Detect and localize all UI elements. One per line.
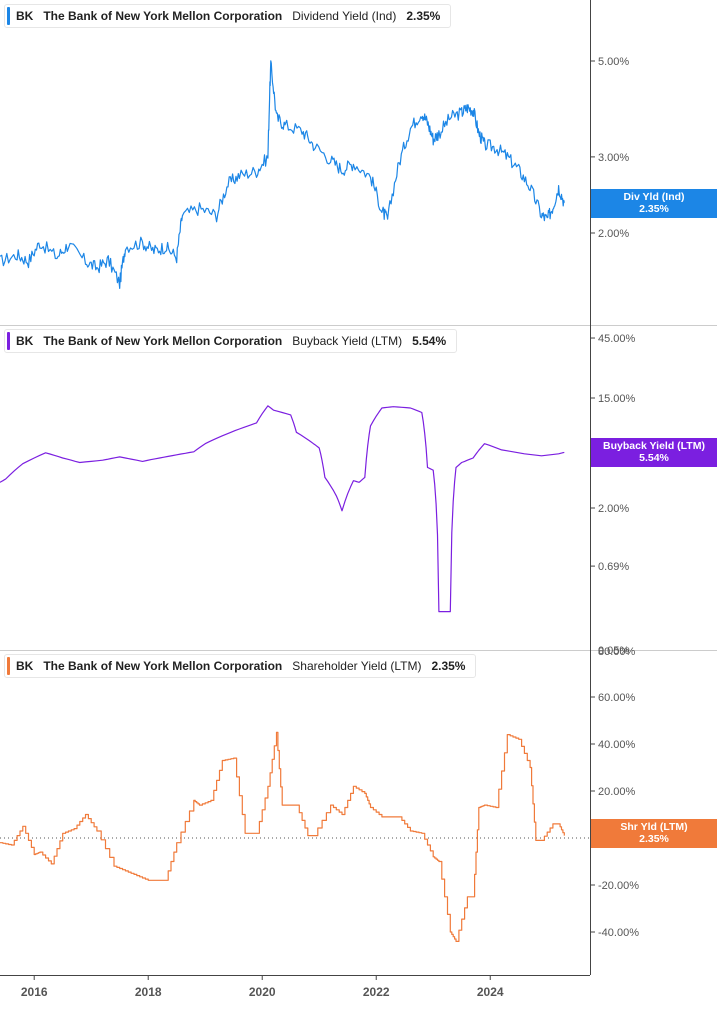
legend-ticker: BK	[16, 9, 34, 23]
legend-company: The Bank of New York Mellon Corporation	[43, 659, 283, 673]
y-tick-label: 60.00%	[598, 692, 636, 704]
x-tick-label: 2022	[363, 985, 390, 999]
y-tick-label: 20.00%	[598, 786, 636, 798]
value-tag-dividend: Div Yld (Ind) 2.35%	[591, 189, 717, 218]
x-tick-label: 2020	[249, 985, 276, 999]
tag-label: Shr Yld (LTM)	[620, 821, 688, 833]
y-tick-label: 80.00%	[598, 646, 636, 658]
legend-metric: Buyback Yield (LTM)	[292, 334, 403, 348]
y-tick-label: 40.00%	[598, 739, 636, 751]
value-tag-shareholder: Shr Yld (LTM) 2.35%	[591, 819, 717, 848]
series-line-buyback	[0, 405, 565, 613]
y-tick-label: -40.00%	[598, 927, 639, 939]
legend-company: The Bank of New York Mellon Corporation	[43, 9, 283, 23]
tag-value: 2.35%	[639, 203, 669, 215]
value-tag-buyback: Buyback Yield (LTM) 5.54%	[591, 438, 717, 467]
legend-buyback: BK The Bank of New York Mellon Corporati…	[4, 329, 458, 353]
legend-swatch-dividend	[7, 7, 10, 25]
legend-swatch-buyback	[7, 332, 10, 350]
y-tick-label: 2.00%	[598, 228, 629, 240]
legend-ticker: BK	[16, 659, 34, 673]
y-tick-label: 15.00%	[598, 393, 636, 405]
series-line-shareholder	[0, 731, 565, 942]
series-line-dividend	[0, 60, 565, 289]
y-tick-label: 3.00%	[598, 152, 629, 164]
legend-ticker: BK	[16, 334, 34, 348]
legend-value: 5.54%	[412, 334, 447, 348]
legend-metric: Dividend Yield (Ind)	[292, 9, 397, 23]
x-tick-label: 2016	[21, 985, 48, 999]
y-tick-label: 0.69%	[598, 561, 629, 573]
tag-label: Buyback Yield (LTM)	[603, 440, 705, 452]
y-tick-label: -20.00%	[598, 880, 639, 892]
y-tick-label: 2.00%	[598, 503, 629, 515]
legend-value: 2.35%	[431, 659, 466, 673]
legend-shareholder: BK The Bank of New York Mellon Corporati…	[4, 654, 477, 678]
legend-metric: Shareholder Yield (LTM)	[292, 659, 422, 673]
legend-dividend: BK The Bank of New York Mellon Corporati…	[4, 4, 452, 28]
x-tick-label: 2024	[477, 985, 504, 999]
tag-value: 5.54%	[639, 452, 669, 464]
y-tick-label: 0.05%	[598, 645, 629, 657]
legend-swatch-shareholder	[7, 657, 10, 675]
x-tick-label: 2018	[135, 985, 162, 999]
tag-label: Div Yld (Ind)	[623, 191, 685, 203]
tag-value: 2.35%	[639, 833, 669, 845]
y-tick-label: 5.00%	[598, 56, 629, 68]
legend-company: The Bank of New York Mellon Corporation	[43, 334, 283, 348]
y-tick-label: 45.00%	[598, 333, 636, 345]
legend-value: 2.35%	[406, 9, 441, 23]
